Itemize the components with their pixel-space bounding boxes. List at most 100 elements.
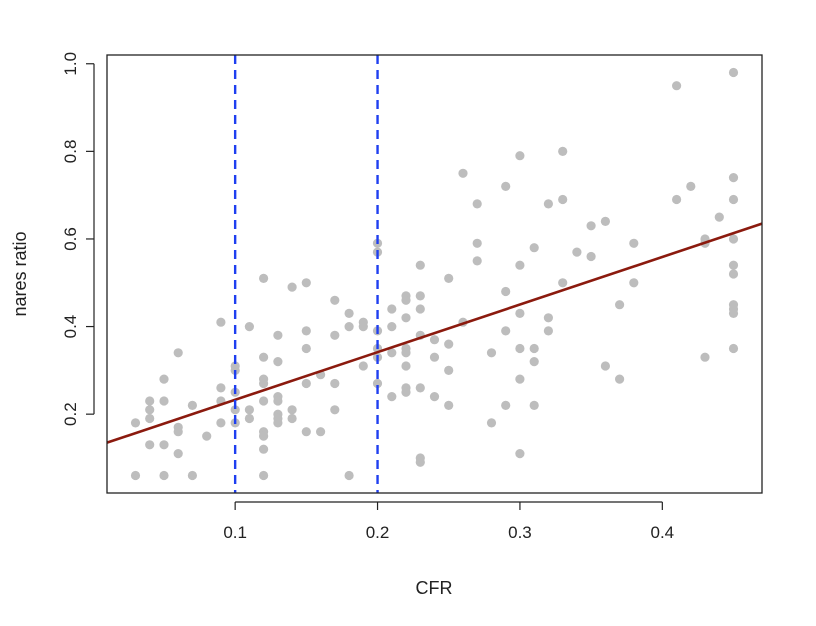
data-point-64	[358, 361, 368, 371]
data-point-4	[145, 413, 155, 424]
data-point-129	[615, 300, 625, 310]
data-point-102	[486, 348, 497, 358]
data-point-144	[728, 260, 739, 270]
data-point-45	[287, 282, 297, 292]
x-tick-label-0: 0.1	[223, 523, 247, 542]
data-point-100	[472, 238, 482, 248]
data-point-97	[458, 168, 468, 178]
data-point-38	[273, 330, 283, 340]
data-point-126	[586, 251, 596, 262]
data-point-14	[187, 400, 197, 410]
reference-lines	[233, 55, 379, 493]
data-point-41	[273, 396, 283, 406]
data-point-108	[515, 151, 525, 161]
data-point-113	[515, 449, 525, 459]
data-point-131	[629, 238, 639, 248]
data-point-24	[230, 405, 240, 415]
data-point-90	[429, 335, 440, 345]
data-point-48	[301, 278, 311, 288]
data-point-105	[501, 286, 511, 297]
data-point-128	[600, 361, 611, 371]
data-point-8	[159, 440, 169, 450]
data-point-76	[401, 295, 411, 305]
data-point-107	[501, 400, 511, 410]
data-point-35	[259, 431, 269, 441]
regression-line	[106, 222, 763, 444]
data-point-33	[259, 396, 269, 406]
data-point-141	[728, 173, 739, 183]
data-point-55	[330, 295, 340, 305]
x-tick-label-1: 0.2	[366, 523, 390, 542]
plot-area	[106, 54, 763, 494]
data-point-59	[344, 308, 354, 318]
data-point-121	[558, 146, 568, 156]
data-point-17	[216, 317, 226, 327]
data-point-54	[316, 427, 326, 437]
y-tick-label-2: 0.6	[61, 227, 80, 251]
data-point-46	[287, 405, 297, 415]
data-point-94	[444, 339, 454, 349]
data-point-123	[558, 278, 568, 288]
data-point-79	[401, 348, 411, 358]
data-point-99	[472, 199, 482, 209]
data-point-95	[444, 365, 454, 375]
data-point-138	[700, 352, 710, 362]
data-point-96	[444, 400, 454, 410]
data-point-74	[387, 392, 397, 402]
data-point-101	[472, 256, 482, 266]
data-point-58	[330, 405, 340, 415]
data-point-26	[244, 322, 254, 332]
data-point-91	[429, 352, 440, 362]
data-point-139	[714, 212, 724, 222]
data-point-116	[529, 357, 539, 367]
data-point-85	[415, 304, 425, 314]
data-point-5	[145, 440, 155, 450]
data-point-0	[130, 418, 141, 428]
data-point-106	[501, 326, 511, 336]
data-point-134	[672, 194, 682, 205]
data-point-36	[259, 444, 269, 454]
data-point-12	[173, 427, 183, 437]
data-point-9	[159, 470, 169, 481]
y-tick-label-1: 0.4	[61, 315, 80, 339]
data-point-84	[415, 291, 425, 301]
data-point-6	[159, 374, 169, 384]
data-point-10	[173, 348, 183, 358]
data-point-149	[728, 343, 739, 354]
data-point-28	[244, 413, 254, 424]
data-point-32	[259, 378, 269, 389]
data-point-130	[615, 374, 625, 384]
data-point-51	[301, 378, 311, 389]
data-point-57	[330, 378, 340, 389]
data-point-60	[344, 322, 354, 332]
y-axis-title: nares ratio	[10, 231, 30, 316]
data-point-30	[259, 352, 269, 362]
y-tick-label-4: 1.0	[61, 52, 80, 76]
plot-frame	[106, 54, 763, 494]
data-point-93	[444, 273, 454, 283]
data-point-27	[244, 405, 254, 415]
data-point-49	[301, 326, 311, 336]
data-point-120	[543, 326, 554, 336]
data-point-115	[529, 343, 539, 354]
data-point-82	[401, 387, 411, 397]
data-point-140	[728, 67, 739, 78]
data-point-125	[586, 221, 596, 231]
x-tick-label-2: 0.3	[508, 523, 532, 542]
data-point-47	[287, 413, 297, 424]
data-point-52	[301, 427, 311, 437]
data-point-92	[429, 392, 440, 402]
data-point-63	[358, 322, 368, 332]
data-point-118	[543, 199, 554, 209]
data-point-148	[728, 308, 739, 318]
data-point-3	[145, 405, 155, 415]
data-point-87	[415, 383, 425, 393]
y-tick-label-0: 0.2	[61, 402, 80, 426]
data-point-56	[330, 330, 340, 340]
data-point-103	[486, 418, 497, 428]
data-point-44	[273, 418, 283, 428]
x-tick-label-3: 0.4	[651, 523, 675, 542]
points-layer	[130, 67, 739, 481]
data-point-83	[415, 260, 425, 270]
